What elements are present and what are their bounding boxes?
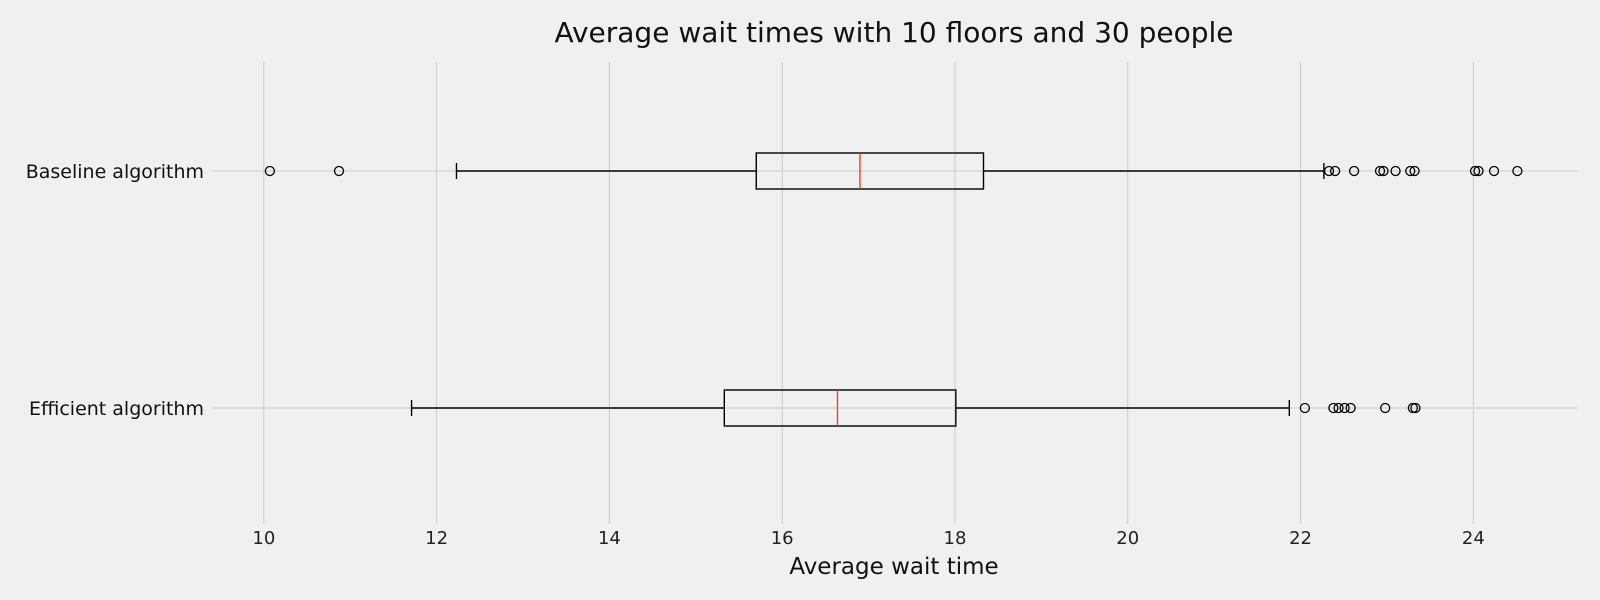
outlier-point: [1407, 402, 1419, 414]
chart-title: Average wait times with 10 floors and 30…: [554, 16, 1233, 49]
outlier-point: [1410, 402, 1421, 414]
outlier-point: [1405, 165, 1416, 177]
outlier-point: [264, 165, 276, 177]
outlier-point: [1339, 402, 1350, 414]
category-label: Baseline algorithm: [26, 161, 204, 183]
outlier-point: [1390, 165, 1401, 177]
x-tick-label: 22: [1289, 528, 1312, 549]
x-tick-label: 18: [944, 528, 967, 549]
x-tick-label: 24: [1462, 528, 1485, 549]
category-label: Efficient algorithm: [29, 398, 204, 420]
x-tick-label: 14: [598, 528, 621, 549]
outlier-point: [1409, 165, 1420, 177]
outlier-point: [1328, 402, 1339, 414]
outlier-point: [1488, 165, 1500, 177]
category-labels: Baseline algorithm Efficient algorithm: [26, 161, 204, 420]
outlier-point: [1299, 402, 1311, 414]
box-series: [264, 152, 1523, 427]
iqr-box: [755, 152, 985, 190]
outlier-point: [1512, 165, 1523, 177]
outlier-point: [1473, 165, 1484, 177]
outlier-point: [1374, 165, 1386, 177]
outlier-point: [1333, 402, 1344, 414]
outlier-point: [1348, 165, 1360, 177]
x-tick-label: 20: [1116, 528, 1139, 549]
outlier-point: [1378, 165, 1389, 177]
x-tick-label: 16: [771, 528, 794, 549]
x-tick-label: 10: [252, 528, 275, 549]
x-tick-labels: 10 12 14 16 18 20 22 24: [252, 528, 1484, 549]
x-axis-label: Average wait time: [789, 554, 998, 580]
outlier-point: [1345, 402, 1356, 414]
outlier-point: [1323, 165, 1335, 177]
box-baseline: [264, 152, 1523, 190]
outlier-point: [1329, 165, 1341, 177]
outlier-point: [1469, 165, 1481, 177]
iqr-box: [723, 389, 957, 427]
outlier-point: [1380, 402, 1391, 414]
box-efficient: [410, 389, 1421, 427]
outlier-point: [333, 165, 345, 177]
x-tick-label: 12: [425, 528, 448, 549]
